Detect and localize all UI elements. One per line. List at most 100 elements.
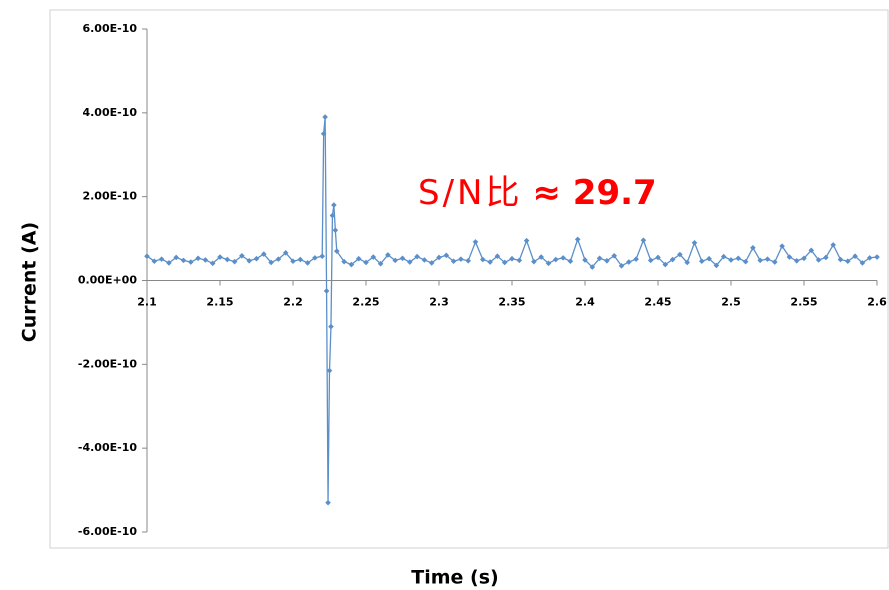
data-point (224, 256, 231, 263)
data-point (325, 499, 331, 506)
data-point (494, 253, 501, 259)
data-point (487, 259, 493, 265)
data-point (713, 262, 720, 269)
data-point (735, 255, 742, 262)
y-tick-label: -2.00E-10 (78, 357, 137, 370)
x-tick-label: 2.5 (721, 296, 741, 309)
data-point (377, 260, 384, 267)
x-tick-label: 2.15 (206, 296, 233, 309)
data-point (217, 254, 223, 260)
data-point (151, 258, 158, 265)
data-point (158, 256, 165, 262)
x-tick-label: 2.6 (867, 296, 887, 309)
data-point (823, 254, 829, 261)
data-point (326, 367, 333, 374)
data-point (626, 259, 632, 265)
data-point (764, 256, 771, 262)
x-tick-label: 2.25 (352, 296, 379, 309)
data-point (647, 257, 654, 264)
data-point (323, 288, 330, 294)
data-point (322, 114, 328, 120)
data-point (297, 256, 304, 263)
data-point (589, 264, 596, 270)
data-point (414, 253, 420, 260)
data-point (574, 236, 581, 243)
data-point (845, 258, 851, 265)
y-tick-label: 2.00E-10 (82, 190, 137, 203)
data-point (144, 253, 150, 259)
data-point (874, 254, 880, 260)
data-point (334, 248, 340, 254)
data-point (421, 257, 428, 263)
y-tick-label: 4.00E-10 (82, 106, 137, 119)
x-axis-label: Time (s) (411, 567, 498, 589)
data-point (370, 254, 377, 260)
data-point (348, 261, 355, 268)
data-point (553, 256, 559, 263)
data-point (545, 260, 552, 267)
data-point (772, 259, 778, 265)
x-tick-label: 2.4 (575, 296, 595, 309)
data-point (320, 130, 327, 137)
data-point (859, 260, 866, 266)
data-point (443, 252, 450, 259)
data-point (815, 257, 822, 263)
data-point (516, 257, 523, 264)
data-point (618, 263, 625, 269)
y-tick-label: -6.00E-10 (78, 525, 137, 538)
data-point (837, 256, 844, 263)
x-tick-label: 2.2 (283, 296, 303, 309)
data-point (465, 257, 471, 264)
data-point (640, 237, 647, 244)
data-point (253, 255, 260, 262)
y-tick-label: 0.00E+00 (78, 274, 138, 287)
data-point (166, 260, 172, 266)
data-point (699, 258, 705, 265)
data-point (246, 257, 252, 264)
data-point (209, 260, 216, 267)
data-point (560, 255, 566, 261)
data-point (392, 257, 398, 264)
annotation-text: S/N比 (418, 173, 522, 213)
data-point (407, 259, 413, 265)
data-point (290, 258, 296, 265)
y-tick-label: -4.00E-10 (78, 441, 137, 454)
data-point (188, 259, 194, 265)
data-point (239, 252, 245, 259)
data-point (458, 256, 464, 262)
data-point (180, 257, 187, 264)
data-point (582, 257, 588, 263)
data-point (793, 257, 800, 264)
data-point (611, 252, 617, 259)
data-point (808, 247, 815, 254)
data-point (852, 253, 858, 259)
data-point (691, 239, 698, 246)
x-tick-label: 2.35 (498, 296, 525, 309)
x-tick-label: 2.45 (644, 296, 671, 309)
data-point (706, 255, 712, 262)
data-point (509, 255, 515, 262)
data-point (596, 255, 603, 262)
data-point (261, 251, 267, 257)
data-point (538, 254, 544, 260)
chart-frame (49, 9, 889, 549)
data-point (282, 250, 289, 256)
data-point (801, 255, 807, 262)
data-point (604, 257, 610, 264)
data-point (436, 254, 442, 261)
data-point (742, 258, 749, 265)
x-tick-label: 2.3 (429, 296, 449, 309)
data-point (662, 261, 669, 268)
data-point (830, 242, 836, 248)
data-point (328, 323, 334, 330)
data-point (399, 255, 406, 262)
data-point (202, 257, 209, 263)
data-point (268, 259, 274, 266)
data-point (501, 259, 508, 266)
data-point (728, 257, 734, 263)
data-point (231, 258, 238, 265)
data-point (669, 256, 676, 263)
data-point (332, 227, 339, 233)
data-point (720, 253, 727, 260)
